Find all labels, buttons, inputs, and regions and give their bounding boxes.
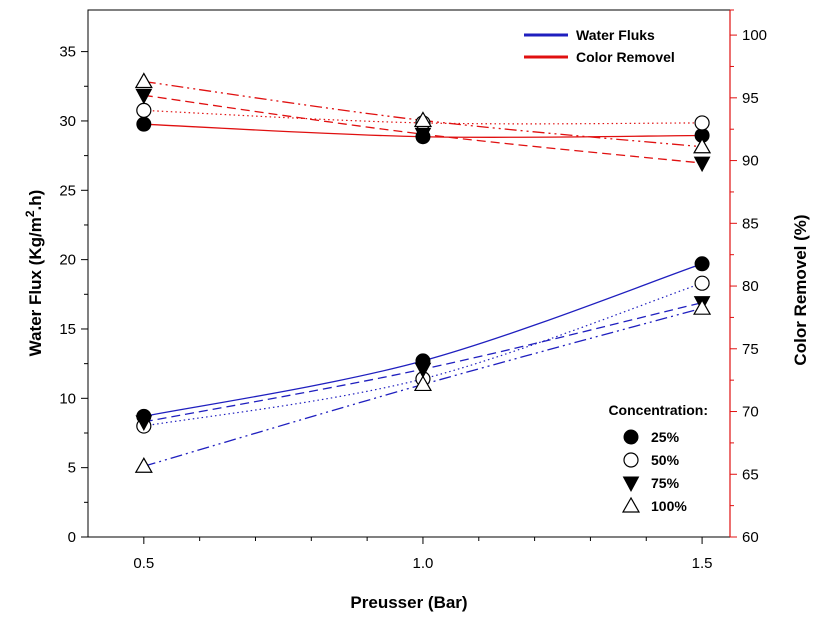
- series-line-water-flux-25: [143, 263, 703, 417]
- y2-tick-label: 65: [742, 466, 759, 483]
- y-tick-label: 15: [59, 321, 76, 338]
- legend-label-color-removal: Color Removel: [576, 49, 675, 65]
- y2-tick-label: 75: [742, 341, 759, 358]
- legend-marker-75: [622, 476, 640, 493]
- series-line-water-flux-50: [143, 282, 703, 427]
- y2-tick-label: 85: [742, 215, 759, 232]
- legend-label-100: 100%: [651, 498, 687, 514]
- data-point-color-removal-100: [134, 72, 153, 89]
- legend-markers-title: Concentration:: [608, 402, 708, 418]
- axes: 0 5 10 15 20 25 30 35 60 65 70 75 80 85 90 95 100 0.5 1.0 1…: [59, 9, 767, 572]
- data-point-color-removal-25: [136, 116, 152, 132]
- data-point-color-removal-50: [694, 115, 710, 131]
- y2-tick-label: 60: [742, 529, 759, 546]
- y-tick-label: 0: [68, 529, 76, 546]
- y-tick-label: 25: [59, 182, 76, 199]
- y2-tick-label: 80: [742, 278, 759, 295]
- y-tick-label: 30: [59, 113, 76, 130]
- x-tick-label: 1.0: [413, 555, 434, 572]
- data-point-water-flux-100: [134, 457, 153, 473]
- x-tick-label: 1.5: [692, 555, 713, 572]
- y2-tick-label: 70: [742, 404, 759, 421]
- legend-label-water-flux: Water Fluks: [576, 27, 655, 43]
- data-point-color-removal-100: [413, 111, 432, 128]
- y-axis-label-sup: 2: [23, 210, 37, 217]
- y-axis-label: Water Flux (Kg/m2.h): [23, 190, 45, 357]
- x-tick-label: 0.5: [133, 555, 154, 572]
- data-point-color-removal-75: [693, 156, 711, 173]
- legend-label-25: 25%: [651, 429, 680, 445]
- legend: Water Fluks Color Removel Concentration:…: [524, 27, 708, 514]
- data-point-water-flux-25: [694, 256, 710, 272]
- y-tick-label: 10: [59, 390, 76, 407]
- y-tick-label: 35: [59, 44, 76, 61]
- y2-tick-label: 90: [742, 153, 759, 170]
- y2-tick-label: 95: [742, 90, 759, 107]
- legend-label-50: 50%: [651, 452, 680, 468]
- data-point-water-flux-75: [414, 362, 432, 379]
- y-axis-label-tail: .h): [26, 190, 45, 211]
- data-point-water-flux-100: [413, 375, 432, 392]
- y-tick-label: 5: [68, 460, 76, 477]
- data-point-water-flux-75: [135, 415, 153, 431]
- marker-layer: [134, 72, 712, 473]
- legend-marker-icons: [621, 429, 641, 513]
- data-point-water-flux-50: [694, 275, 710, 291]
- y-axis-label-main: Water Flux (Kg/m: [26, 217, 45, 356]
- legend-label-75: 75%: [651, 475, 680, 491]
- y2-tick-label: 100: [742, 27, 767, 44]
- y-tick-label: 20: [59, 252, 76, 269]
- data-point-color-removal-50: [136, 102, 152, 118]
- data-point-color-removal-75: [414, 127, 432, 144]
- legend-marker-25: [623, 429, 639, 445]
- data-point-water-flux-100: [693, 298, 712, 315]
- data-point-color-removal-100: [693, 137, 712, 154]
- y2-axis-label: Color Removel (%): [791, 214, 810, 365]
- legend-marker-50: [623, 452, 639, 468]
- x-axis-label: Preusser (Bar): [350, 593, 467, 612]
- legend-marker-100: [621, 496, 641, 513]
- data-point-color-removal-75: [135, 88, 153, 105]
